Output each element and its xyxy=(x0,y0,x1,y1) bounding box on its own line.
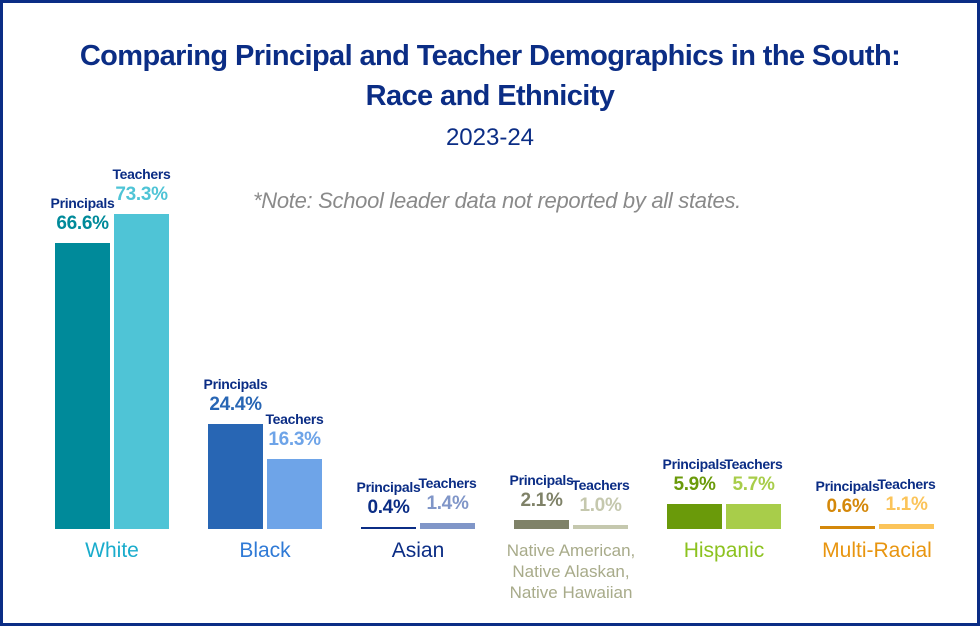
teachers-value-label-4: 5.7% xyxy=(732,474,775,496)
category-label-2: Asian xyxy=(331,540,505,562)
category-label-line: Multi-Racial xyxy=(822,539,932,562)
teachers-bar-1 xyxy=(267,458,322,529)
category-label-0: White xyxy=(25,540,199,562)
principals-bar-4 xyxy=(667,503,722,529)
teachers-series-label-1: Teachers xyxy=(265,410,324,427)
principals-series-label-2: Principals xyxy=(356,479,421,495)
principals-value-label-1: 24.4% xyxy=(209,394,262,416)
teachers-value-label-3: 1.0% xyxy=(579,494,622,516)
teachers-bar-5 xyxy=(879,524,934,529)
chart-title-line-1: Comparing Principal and Teacher Demograp… xyxy=(79,40,901,72)
teachers-value-label-5: 1.1% xyxy=(885,494,928,516)
chart-title-line-2: Race and Ethnicity xyxy=(365,80,615,112)
teachers-series-label-4: Teachers xyxy=(724,456,783,473)
category-label-line: White xyxy=(85,539,139,562)
principals-bar-5 xyxy=(820,526,875,529)
principals-series-label-0: Principals xyxy=(50,194,115,211)
category-label-4: Hispanic xyxy=(637,540,811,562)
teachers-bar-4 xyxy=(726,504,781,529)
teachers-bar-2 xyxy=(420,522,475,529)
category-label-line: Black xyxy=(239,539,291,562)
principals-series-label-1: Principals xyxy=(203,376,268,393)
principals-value-label-5: 0.6% xyxy=(826,496,869,518)
principals-series-label-5: Principals xyxy=(815,478,880,495)
teachers-bar-0 xyxy=(114,213,169,529)
teachers-series-label-0: Teachers xyxy=(112,165,171,182)
principals-value-label-0: 66.6% xyxy=(56,212,109,234)
principals-series-label-4: Principals xyxy=(662,455,727,472)
teachers-value-label-2: 1.4% xyxy=(426,492,469,514)
teachers-series-label-5: Teachers xyxy=(877,476,936,493)
principals-value-label-4: 5.9% xyxy=(673,473,716,495)
principals-bar-2 xyxy=(361,527,416,529)
principals-series-label-3: Principals xyxy=(509,471,574,488)
teachers-bar-3 xyxy=(573,524,628,529)
teachers-value-label-1: 16.3% xyxy=(268,428,321,450)
category-label-5: Multi-Racial xyxy=(790,540,964,562)
category-label-line: Native Hawaiian xyxy=(509,583,633,602)
chart-subtitle: 2023-24 xyxy=(445,124,535,151)
principals-bar-1 xyxy=(208,424,263,529)
category-label-3: Native American, Native Alaskan, Native Ha… xyxy=(484,540,658,603)
principals-value-label-2: 0.4% xyxy=(367,497,410,518)
category-label-line: Native American, xyxy=(506,541,636,560)
teachers-series-label-3: Teachers xyxy=(571,476,630,493)
principals-bar-3 xyxy=(514,519,569,529)
teachers-value-label-0: 73.3% xyxy=(115,183,168,205)
category-label-line: Asian xyxy=(391,539,445,562)
chart-note: *Note: School leader data not reported b… xyxy=(253,188,741,213)
category-label-1: Black xyxy=(178,540,352,562)
principals-value-label-3: 2.1% xyxy=(520,489,563,511)
category-label-line: Hispanic xyxy=(683,539,765,562)
teachers-series-label-2: Teachers xyxy=(418,474,477,491)
category-label-line: Native Alaskan, xyxy=(512,562,630,581)
principals-bar-0 xyxy=(55,242,110,529)
